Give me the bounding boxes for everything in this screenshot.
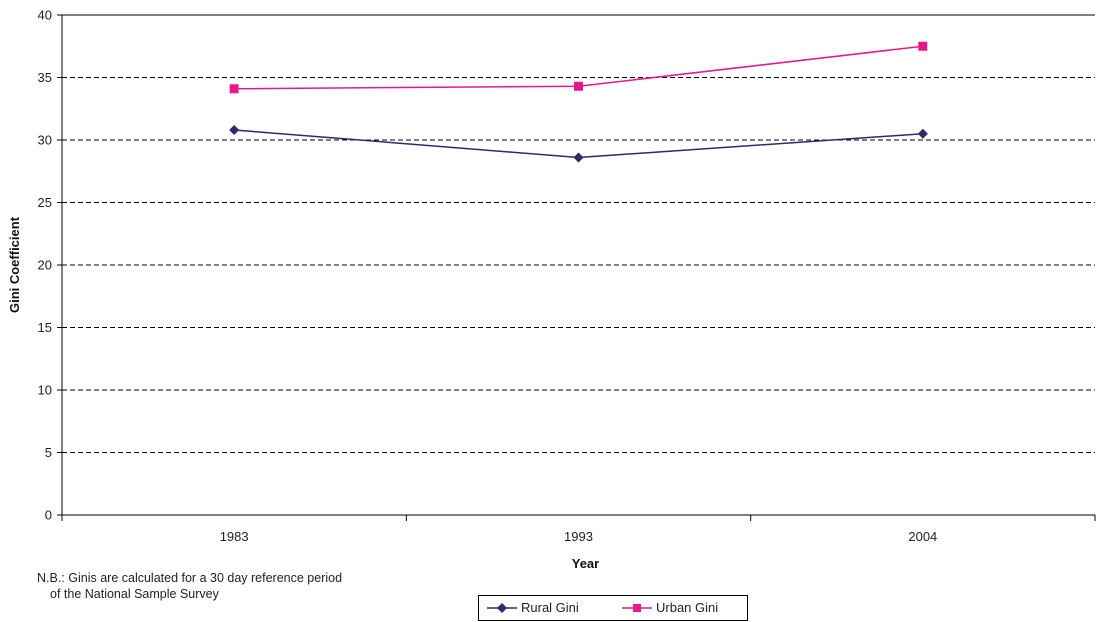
y-tick-label: 35	[38, 70, 52, 85]
y-tick-label: 40	[38, 8, 52, 23]
legend-label-rural: Rural Gini	[521, 600, 579, 615]
y-tick-label: 10	[38, 383, 52, 398]
footnote-line-1: N.B.: Ginis are calculated for a 30 day …	[37, 571, 343, 585]
data-point-rural	[229, 125, 240, 135]
footnote-line-2: of the National Sample Survey	[50, 587, 219, 601]
legend-label-urban: Urban Gini	[656, 600, 719, 615]
x-tick-label: 2004	[908, 529, 937, 544]
y-tick-label: 30	[38, 133, 52, 148]
y-axis-title: Gini Coefficient	[7, 216, 22, 313]
legend-marker-urban	[633, 604, 641, 612]
y-tick-label: 20	[38, 258, 52, 273]
data-point-urban	[229, 84, 239, 94]
y-tick-label: 15	[38, 320, 52, 335]
data-point-rural	[573, 152, 584, 163]
y-tick-label: 0	[45, 508, 52, 523]
legend: Rural Gini Urban Gini	[478, 595, 748, 621]
data-point-urban	[574, 81, 583, 91]
legend-markers	[487, 603, 652, 613]
x-tick-label: 1983	[220, 529, 249, 544]
data-point-urban	[918, 41, 928, 51]
x-tick-label: 1993	[564, 529, 593, 544]
y-tick-label: 5	[45, 445, 52, 460]
legend-marker-rural	[497, 603, 507, 613]
x-axis-title: Year	[572, 556, 599, 571]
data-point-rural	[917, 128, 928, 139]
y-tick-label: 25	[38, 195, 52, 210]
footnote: N.B.: Ginis are calculated for a 30 day …	[37, 570, 342, 602]
